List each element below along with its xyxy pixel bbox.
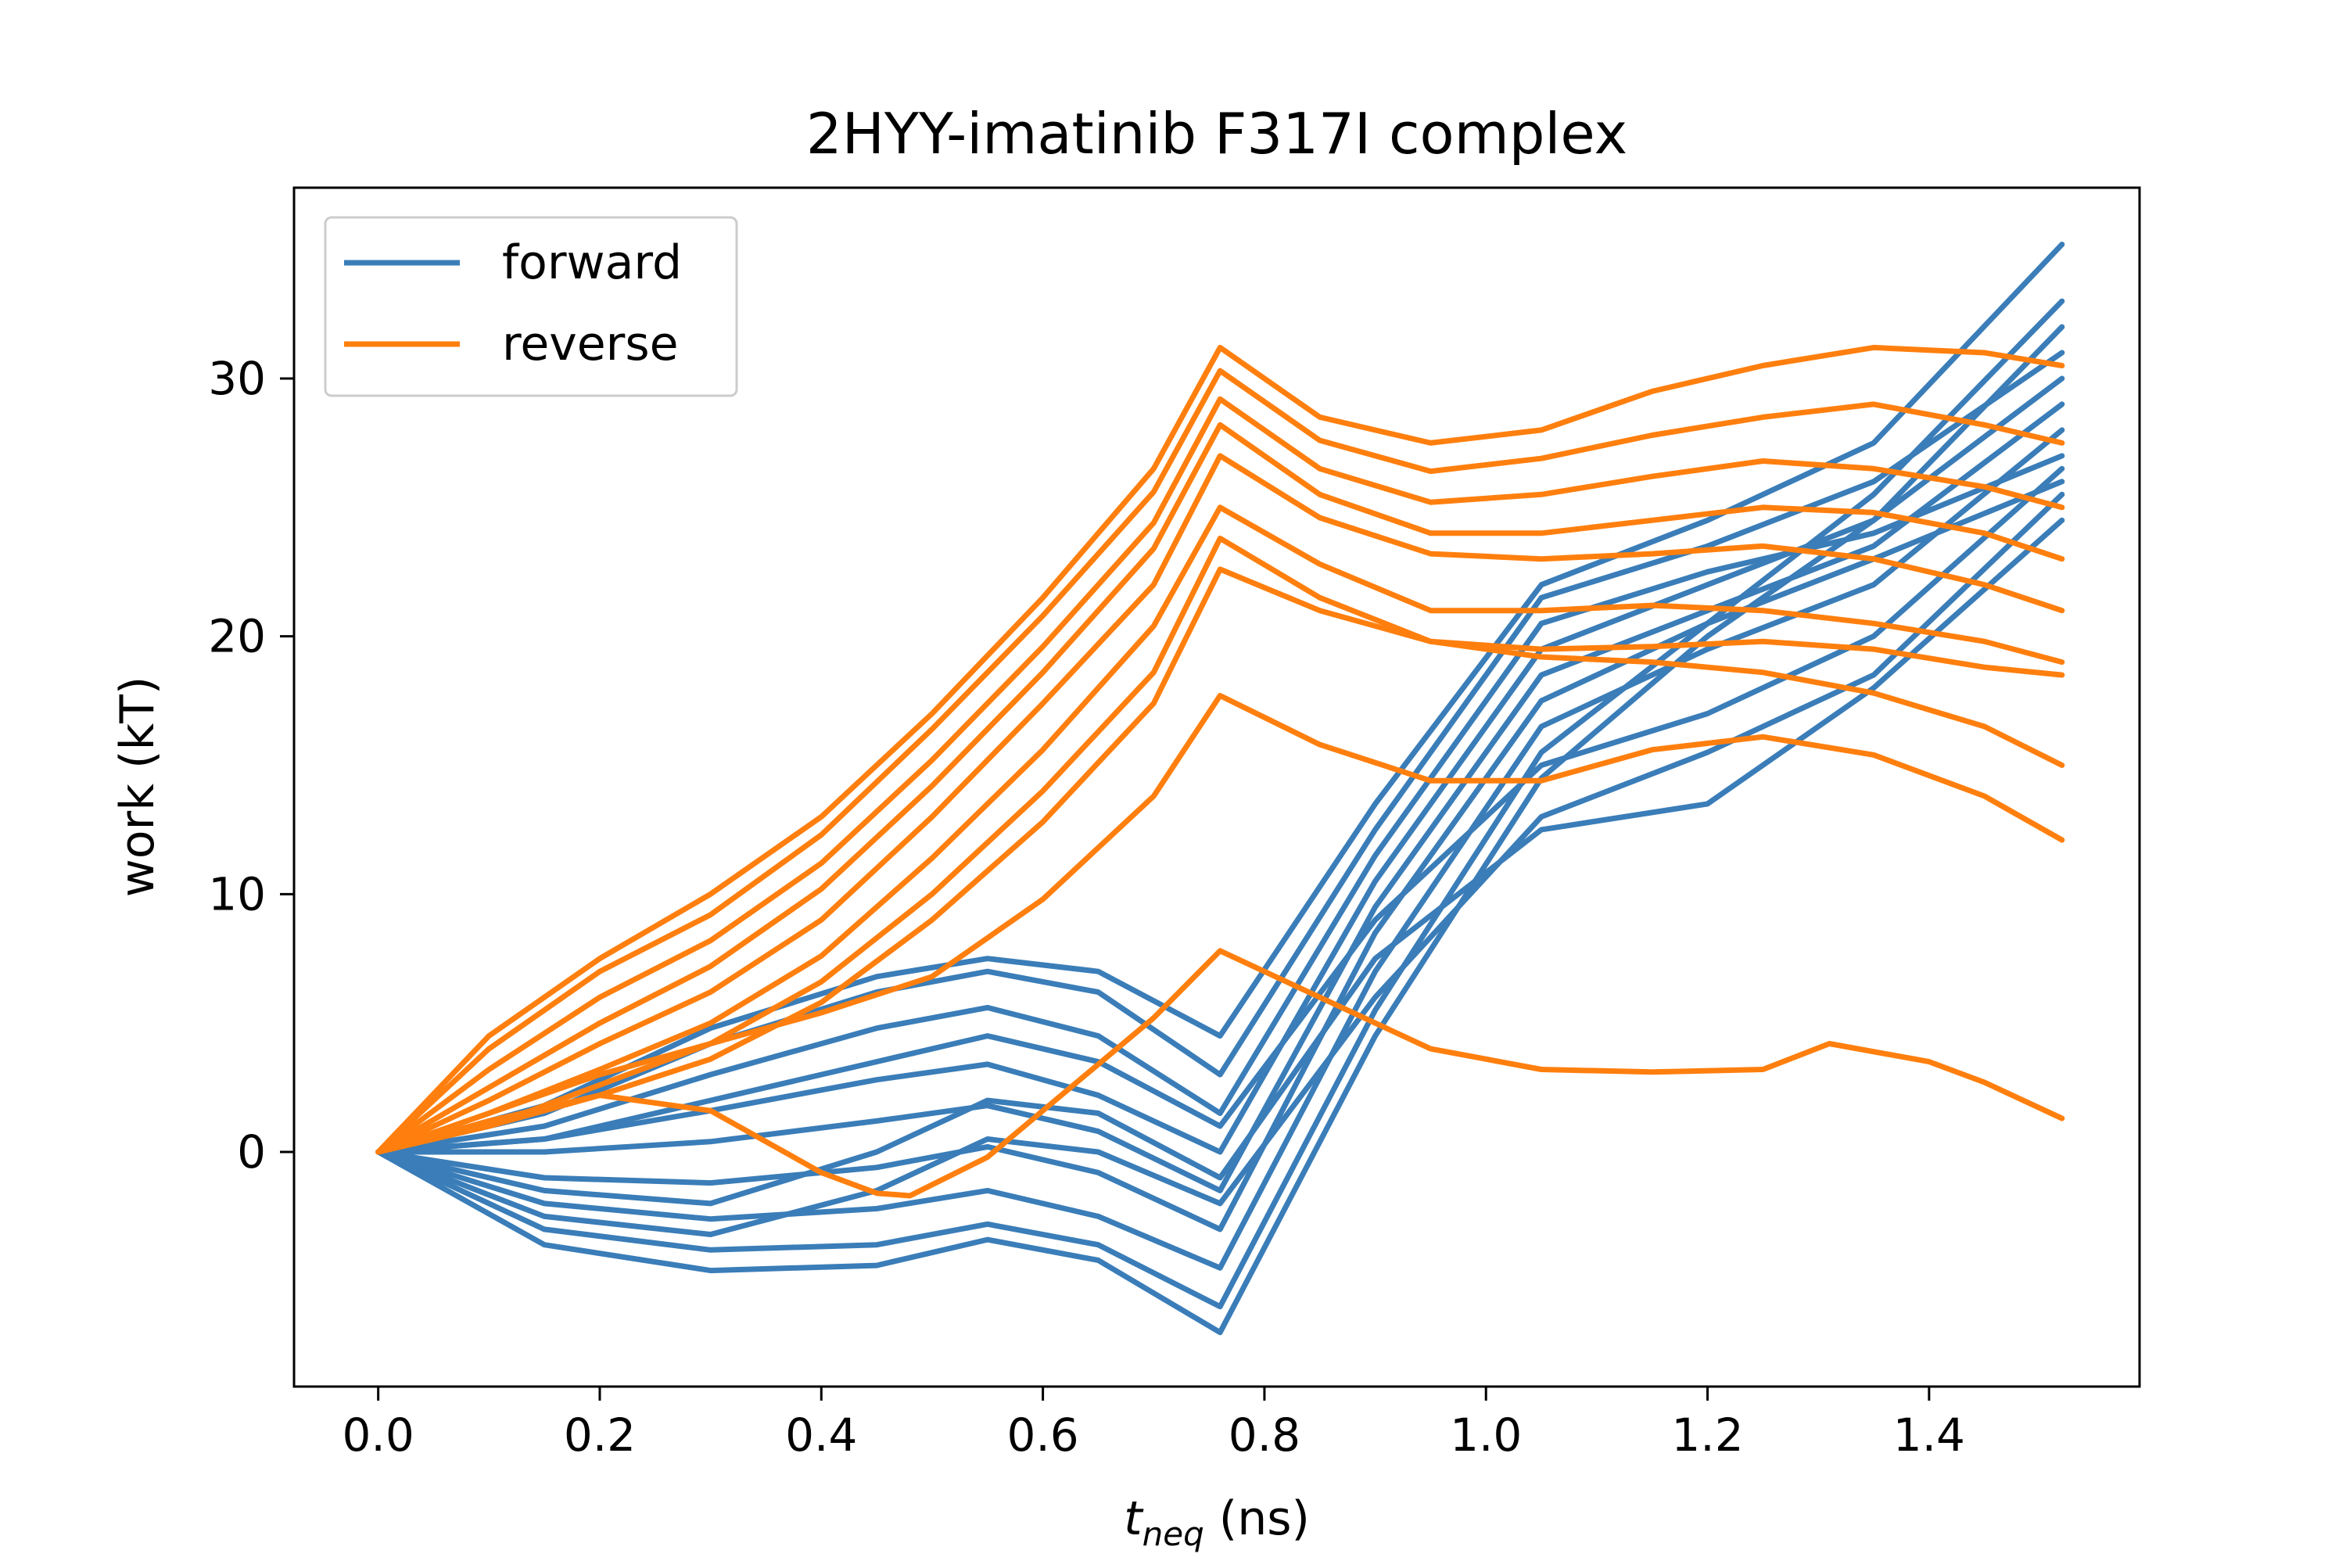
y-tick-label: 0 <box>237 1125 266 1179</box>
forward-trace-6 <box>375 453 2065 1155</box>
reverse-trace-5 <box>375 504 2065 1155</box>
x-axis-label-var: t <box>1124 1491 1144 1546</box>
forward-trace-4 <box>375 401 2065 1193</box>
y-axis-label: work (kT) <box>110 676 165 897</box>
chart-title: 2HYY-imatinib F317I complex <box>806 101 1627 167</box>
y-tick-label: 30 <box>208 352 266 405</box>
legend-label-reverse: reverse <box>502 317 679 371</box>
reverse-trace-7 <box>375 566 2065 1155</box>
legend: forward reverse <box>324 216 738 397</box>
x-axis-label-unit: (ns) <box>1204 1491 1310 1546</box>
forward-trace-2 <box>375 427 2065 1271</box>
x-tick-label: 0.4 <box>785 1408 857 1462</box>
reverse-trace-3 <box>375 422 2065 1155</box>
reverse-trace-9 <box>375 948 2065 1199</box>
plot-frame <box>292 186 2141 1388</box>
x-tick-label: 0.6 <box>1006 1408 1078 1462</box>
x-axis-label: tneq (ns) <box>1124 1491 1310 1553</box>
reverse-trace-6 <box>375 535 2065 1155</box>
y-tick-label: 10 <box>208 867 266 920</box>
x-tick-label: 0.8 <box>1229 1408 1300 1462</box>
forward-trace-8 <box>375 242 2065 1155</box>
x-tick-label: 1.2 <box>1671 1408 1743 1462</box>
ticks-layer: 0.0 0.2 0.4 0.6 0.8 1.0 1.2 1.4 0 10 20 30 <box>208 352 1965 1462</box>
forward-trace-1 <box>375 298 2065 1310</box>
legend-label-forward: forward <box>502 235 682 290</box>
x-tick-label: 0.0 <box>343 1408 414 1462</box>
y-tick-label: 20 <box>208 610 266 663</box>
reverse-trace-0 <box>375 344 2065 1155</box>
reverse-trace-4 <box>375 453 2065 1155</box>
reverse-trace-1 <box>375 368 2065 1155</box>
forward-trace-0 <box>375 324 2065 1336</box>
forward-trace-3 <box>375 479 2065 1233</box>
forward-trace-5 <box>375 375 2065 1155</box>
reverse-trace-8 <box>375 693 2065 1155</box>
x-tick-label: 0.2 <box>564 1408 636 1462</box>
x-tick-label: 1.4 <box>1893 1408 1965 1462</box>
forward-trace-10 <box>375 517 2065 1207</box>
x-axis-label-sub: neq <box>1143 1515 1204 1553</box>
x-tick-label: 1.0 <box>1450 1408 1522 1462</box>
traces-layer <box>375 242 2065 1336</box>
reverse-trace-2 <box>375 396 2065 1155</box>
